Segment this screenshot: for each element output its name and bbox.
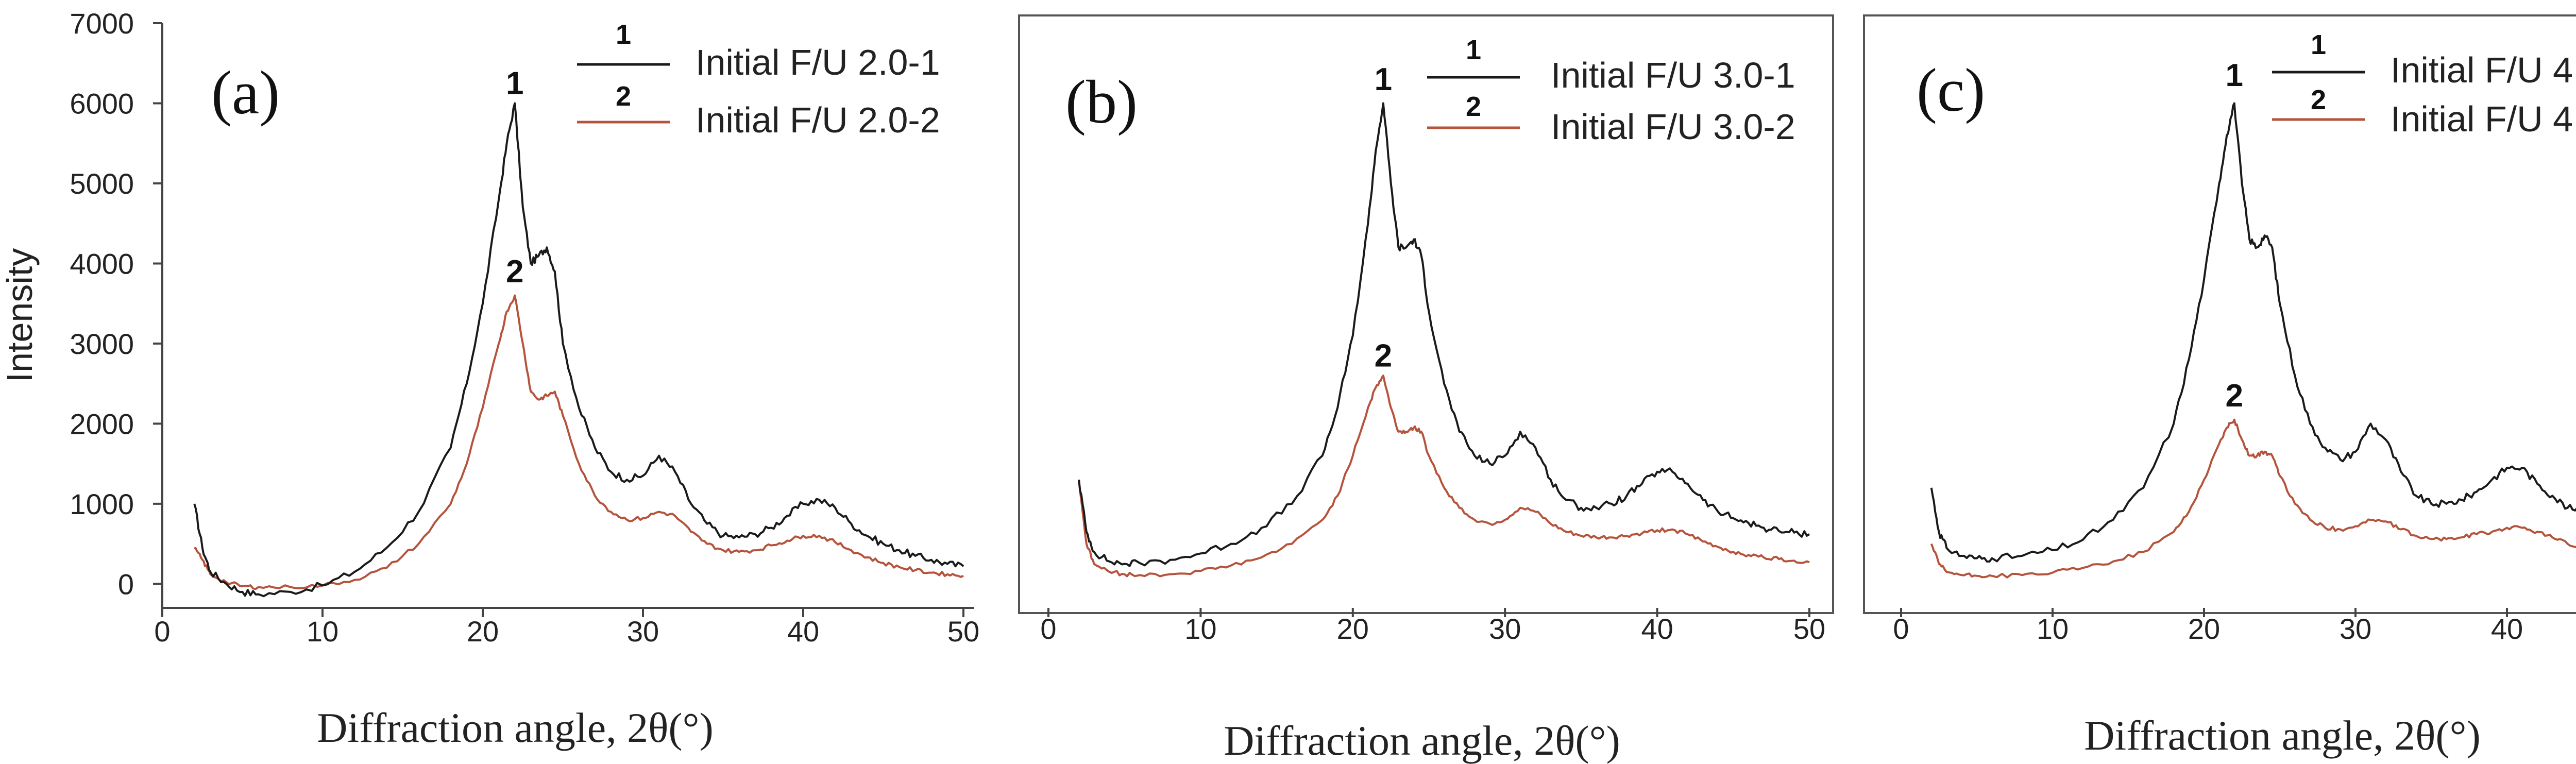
series-line-1 — [1078, 102, 1810, 567]
x-tick-label: 30 — [1489, 613, 1521, 645]
x-tick-label: 0 — [154, 615, 170, 648]
peak-label-1: 1 — [2226, 58, 2243, 93]
series-layer — [1930, 102, 2576, 579]
panel-frame — [1863, 14, 2576, 614]
series-line-1 — [1930, 102, 2576, 563]
y-tick-label: 1000 — [70, 488, 134, 520]
x-tick-label: 0 — [1040, 613, 1056, 645]
legend-key-2: 2 — [1466, 91, 1481, 122]
y-tick-label: 4000 — [70, 247, 134, 280]
x-tick-label: 40 — [787, 615, 819, 648]
x-axis-label: Diffraction angle, 2θ(°) — [1224, 717, 1620, 764]
peak-label-2: 2 — [506, 254, 523, 290]
y-tick-label: 7000 — [70, 7, 134, 40]
x-tick-label: 30 — [2340, 613, 2371, 645]
x-tick-label: 40 — [2491, 613, 2523, 645]
x-tick-label: 20 — [1337, 613, 1369, 645]
x-tick-label: 50 — [1793, 613, 1825, 645]
x-tick-label: 50 — [947, 615, 979, 648]
x-tick-label: 10 — [2037, 613, 2069, 645]
legend-label-2: Initial F/U 2.0-2 — [696, 100, 940, 140]
x-tick-label: 20 — [2188, 613, 2220, 645]
y-tick-label: 2000 — [70, 408, 134, 440]
peak-label-1: 1 — [1375, 62, 1392, 97]
peak-label-layer: 12 — [2226, 58, 2243, 414]
legend: 1 Initial F/U 4.0-1 2 Initial F/U 4.0-2 — [2272, 29, 2576, 139]
panel-label: (b) — [1065, 67, 1138, 136]
legend-key-1: 1 — [1466, 35, 1481, 65]
panel-label: (c) — [1917, 56, 1985, 124]
peak-label-2: 2 — [2226, 378, 2243, 414]
series-line-2 — [1078, 375, 1810, 578]
x-tick-label: 20 — [467, 615, 499, 648]
tick-layer: 0 10 20 30 40 50 — [1040, 608, 1825, 645]
panel-label: (a) — [211, 58, 280, 127]
series-line-1 — [193, 102, 964, 598]
legend-key-2: 2 — [2311, 84, 2326, 115]
series-line-2 — [1930, 418, 2576, 579]
peak-label-layer: 12 — [506, 66, 523, 290]
panel-frame — [1018, 14, 1834, 614]
panel-b: Diffraction angle, 2θ(°) (b) 0 10 20 30 40 50… — [1018, 14, 1834, 764]
legend-label-2: Initial F/U 4.0-2 — [2391, 99, 2576, 139]
y-tick-label: 6000 — [70, 87, 134, 120]
peak-label-1: 1 — [506, 66, 523, 101]
legend: 1 Initial F/U 3.0-1 2 Initial F/U 3.0-2 — [1427, 35, 1795, 147]
legend-key-2: 2 — [616, 81, 631, 112]
legend-label-1: Initial F/U 2.0-1 — [696, 42, 940, 82]
x-tick-label: 10 — [307, 615, 338, 648]
peak-label-2: 2 — [1375, 338, 1392, 373]
x-tick-label: 10 — [1184, 613, 1216, 645]
y-tick-label: 0 — [118, 568, 134, 600]
legend-key-1: 1 — [616, 19, 631, 50]
y-tick-label: 5000 — [70, 167, 134, 200]
legend-key-1: 1 — [2311, 29, 2326, 60]
legend-label-1: Initial F/U 4.0-1 — [2391, 50, 2576, 90]
x-tick-label: 0 — [1893, 613, 1909, 645]
panel-a: Intensity Diffraction angle, 2θ(°) (a) 0… — [0, 7, 979, 751]
series-layer — [193, 102, 964, 598]
panel-c: Diffraction angle, 2θ(°) (c) 01020304050… — [1863, 14, 2576, 759]
series-layer — [1078, 102, 1810, 578]
x-tick-label: 30 — [627, 615, 659, 648]
x-axis-label: Diffraction angle, 2θ(°) — [2084, 712, 2481, 759]
series-line-2 — [194, 294, 964, 590]
y-axis-label: Intensity — [0, 248, 40, 383]
x-tick-label: 40 — [1641, 613, 1673, 645]
tick-layer: 0 10 20 30 40 50 0 1000 2000 3000 4000 5000 6000 7000 — [70, 7, 979, 648]
peak-label-layer: 12 — [1375, 62, 1392, 373]
legend-label-2: Initial F/U 3.0-2 — [1551, 107, 1795, 147]
y-tick-label: 3000 — [70, 328, 134, 360]
legend: 1 Initial F/U 2.0-1 2 Initial F/U 2.0-2 — [577, 19, 940, 140]
legend-label-1: Initial F/U 3.0-1 — [1551, 55, 1795, 95]
x-axis-label: Diffraction angle, 2θ(°) — [317, 704, 714, 751]
